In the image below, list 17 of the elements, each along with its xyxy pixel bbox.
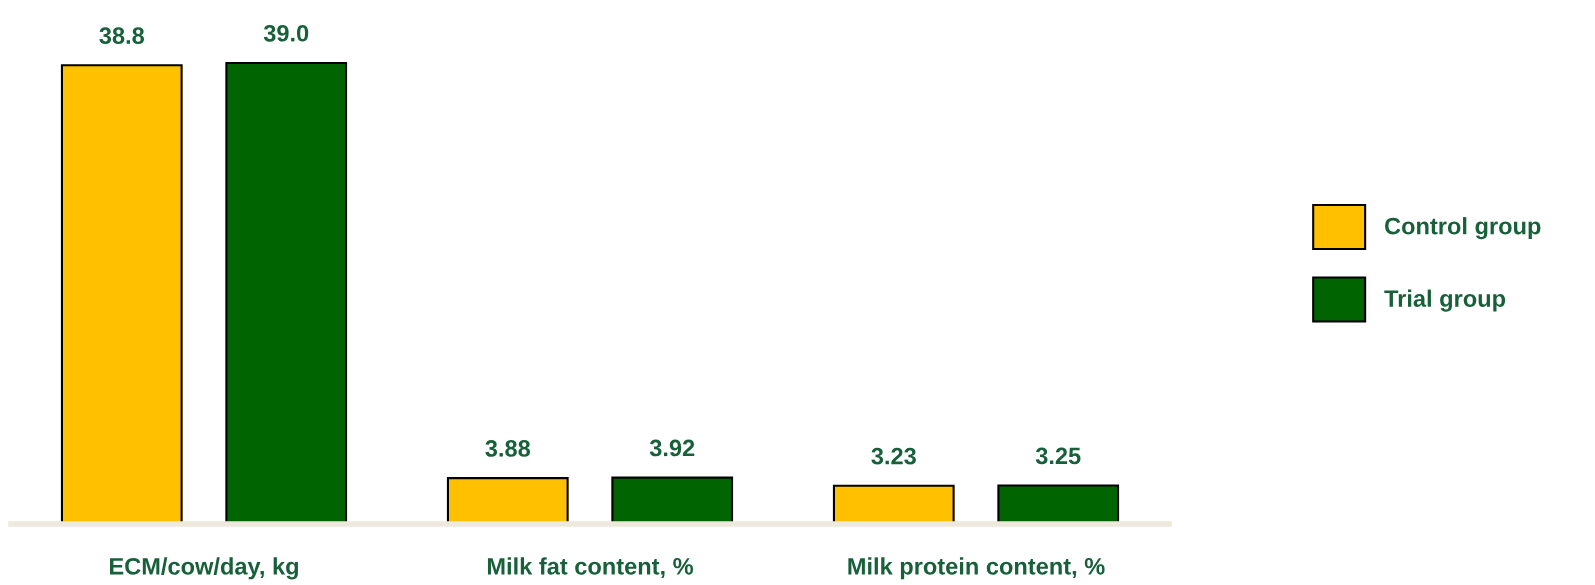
data-label: 3.88 (485, 440, 531, 457)
data-label: 3.92 (649, 439, 695, 457)
data-label: 38.8 (99, 27, 145, 45)
x-tick-label: Milk protein content, % (848, 557, 1105, 580)
legend-label: Control group (1385, 217, 1541, 240)
data-label: 3.23 (871, 447, 916, 465)
bar (611, 476, 734, 524)
legend-label: Trial group (1384, 289, 1506, 312)
data-label: 3.25 (1035, 447, 1081, 465)
bar (832, 484, 955, 524)
bar (225, 61, 348, 524)
bar (997, 484, 1120, 524)
data-label: 39.0 (263, 24, 309, 42)
bar (60, 64, 183, 524)
bar (446, 477, 569, 524)
x-tick-label: ECM/cow/day, kg (110, 557, 298, 580)
x-tick-label: Milk fat content, % (487, 557, 694, 579)
